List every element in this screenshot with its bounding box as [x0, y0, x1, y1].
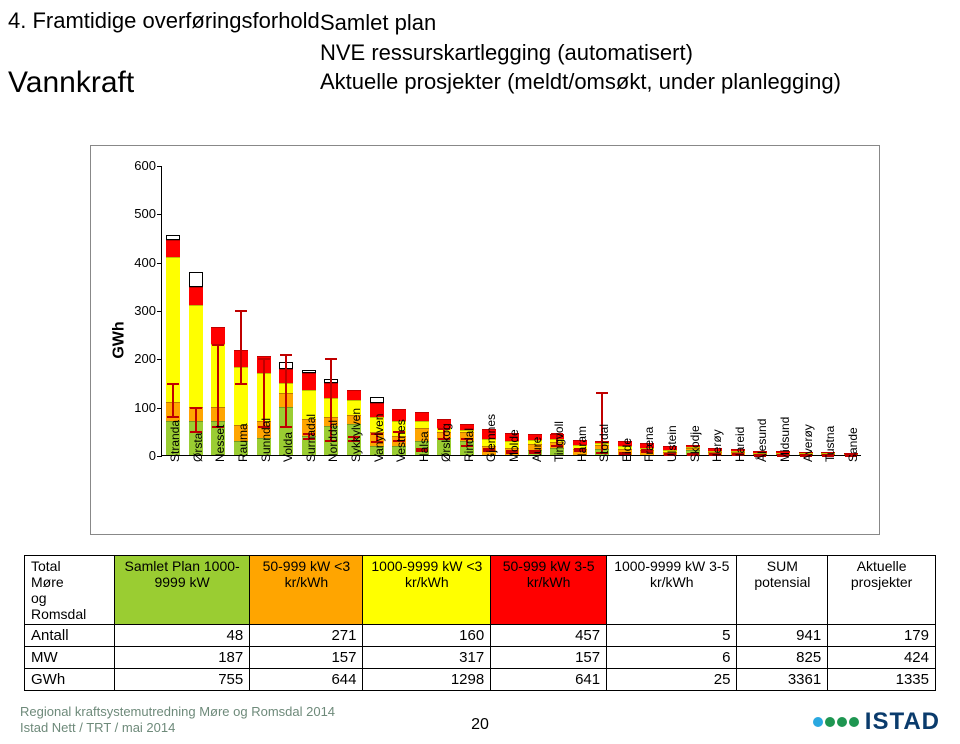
- table-column-header: SUM potensial: [737, 556, 828, 625]
- table-cell: 157: [491, 647, 607, 669]
- x-tick-label: Surnadal: [304, 414, 318, 462]
- table-cell: 1298: [363, 669, 491, 691]
- aktuelle-marker: [263, 359, 265, 427]
- x-tick-label: Ørsta: [191, 433, 205, 462]
- section-title: 4. Framtidige overføringsforhold: [8, 8, 320, 34]
- x-tick-label: Midsund: [778, 417, 792, 462]
- logo-dot: [825, 717, 835, 727]
- footer-line-2: Istad Nett / TRT / mai 2014: [20, 720, 335, 736]
- x-tick-label: Rindal: [462, 428, 476, 462]
- table-cell: 6: [607, 647, 737, 669]
- y-tick-label: 500: [118, 206, 156, 221]
- x-tick-label: Averøy: [801, 424, 815, 462]
- table-cell: 5: [607, 625, 737, 647]
- x-tick-label: Tingvoll: [552, 421, 566, 462]
- table-column-header: Aktuelle prosjekter: [828, 556, 936, 625]
- x-tick-label: Rauma: [236, 423, 250, 462]
- table-column-header: 1000-9999 kW <3 kr/kWh: [363, 556, 491, 625]
- table-cell: 179: [828, 625, 936, 647]
- x-tick-label: Ålesund: [755, 419, 769, 462]
- x-tick-label: Halsa: [417, 431, 431, 462]
- y-tick-label: 200: [118, 351, 156, 366]
- aktuelle-marker: [217, 345, 219, 427]
- slide-subtitle-1: Samlet plan: [320, 8, 841, 38]
- table-cell: 424: [828, 647, 936, 669]
- table-cell: 157: [250, 647, 363, 669]
- table-column-header: 50-999 kW <3 kr/kWh: [250, 556, 363, 625]
- y-tick-label: 300: [118, 303, 156, 318]
- x-tick-label: Fræna: [642, 427, 656, 462]
- topic-title: Vannkraft: [8, 66, 320, 100]
- table-cell: 641: [491, 669, 607, 691]
- aktuelle-marker: [240, 311, 242, 384]
- y-tick-label: 600: [118, 158, 156, 173]
- chart-plot: 0100200300400500600StrandaØrstaNessetRau…: [161, 166, 861, 456]
- x-tick-label: Stranda: [168, 420, 182, 462]
- x-tick-label: Ulstein: [665, 425, 679, 462]
- x-tick-label: Stordal: [597, 424, 611, 462]
- table-cell: 187: [115, 647, 250, 669]
- table-cell: 755: [115, 669, 250, 691]
- footer: Regional kraftsystemutredning Møre og Ro…: [20, 704, 940, 737]
- x-tick-label: Nesset: [213, 425, 227, 462]
- x-tick-label: Eide: [620, 438, 634, 462]
- slide-subtitle-3: Aktuelle prosjekter (meldt/omsøkt, under…: [320, 67, 841, 97]
- table-row-label: GWh: [25, 669, 115, 691]
- x-tick-label: Sunndal: [259, 418, 273, 462]
- table-cell: 825: [737, 647, 828, 669]
- x-tick-label: Sykkylven: [349, 408, 363, 462]
- x-tick-label: Sande: [846, 427, 860, 462]
- x-tick-label: Volda: [281, 432, 295, 462]
- table-row-label: Antall: [25, 625, 115, 647]
- x-tick-label: Tustna: [823, 426, 837, 462]
- logo-text: ISTAD: [865, 708, 940, 736]
- table-cell: 25: [607, 669, 737, 691]
- table-row-label: MW: [25, 647, 115, 669]
- logo-dot: [849, 717, 859, 727]
- page-number: 20: [471, 716, 489, 734]
- x-tick-label: Hareid: [733, 427, 747, 462]
- y-tick-label: 100: [118, 400, 156, 415]
- logo-dot: [837, 717, 847, 727]
- x-tick-label: Aure: [530, 437, 544, 462]
- table-cell: 1335: [828, 669, 936, 691]
- chart-frame: GWh 0100200300400500600StrandaØrstaNesse…: [90, 145, 880, 535]
- y-tick-label: 400: [118, 255, 156, 270]
- table-cell: 457: [491, 625, 607, 647]
- data-table: TotalMøreogRomsdalSamlet Plan 1000-9999 …: [24, 555, 936, 691]
- x-tick-label: Norddal: [326, 420, 340, 462]
- x-tick-label: Vestnes: [394, 419, 408, 462]
- x-tick-label: Haram: [575, 426, 589, 462]
- table-column-header: 50-999 kW 3-5 kr/kWh: [491, 556, 607, 625]
- logo: ISTAD: [813, 708, 940, 736]
- table-cell: 271: [250, 625, 363, 647]
- x-tick-label: Skodje: [688, 425, 702, 462]
- x-tick-label: Herøy: [710, 429, 724, 462]
- x-tick-label: Ørskog: [439, 423, 453, 462]
- table-rowgroup-label: TotalMøreogRomsdal: [25, 556, 115, 625]
- slide-subtitle-2: NVE ressurskartlegging (automatisert): [320, 38, 841, 68]
- footer-line-1: Regional kraftsystemutredning Møre og Ro…: [20, 704, 335, 720]
- x-tick-label: Vanylven: [372, 414, 386, 462]
- logo-dot: [813, 717, 823, 727]
- table-cell: 48: [115, 625, 250, 647]
- y-tick-label: 0: [118, 448, 156, 463]
- table-cell: 160: [363, 625, 491, 647]
- table-cell: 317: [363, 647, 491, 669]
- table-column-header: 1000-9999 kW 3-5 kr/kWh: [607, 556, 737, 625]
- table-cell: 644: [250, 669, 363, 691]
- x-tick-label: Molde: [507, 429, 521, 462]
- aktuelle-marker: [285, 355, 287, 428]
- x-tick-label: Gjemnes: [484, 414, 498, 462]
- table-cell: 941: [737, 625, 828, 647]
- aktuelle-marker: [195, 408, 197, 432]
- table-column-header: Samlet Plan 1000-9999 kW: [115, 556, 250, 625]
- aktuelle-marker: [172, 384, 174, 418]
- table-cell: 3361: [737, 669, 828, 691]
